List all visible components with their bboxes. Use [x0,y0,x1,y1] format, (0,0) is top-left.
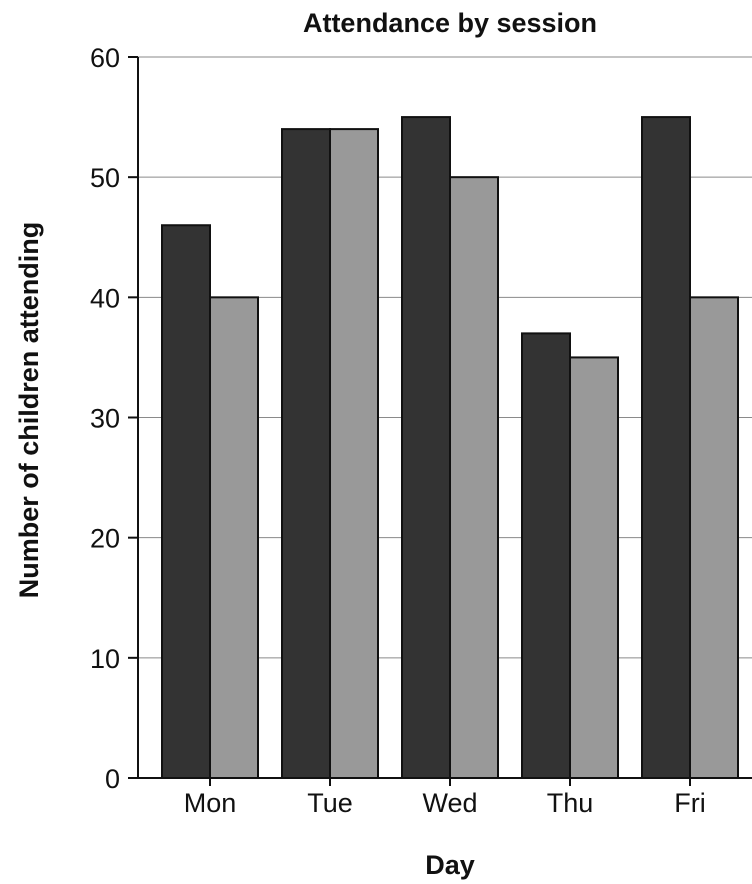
bar-mon-series-1 [161,224,211,779]
x-tick-label-mon: Mon [184,788,237,818]
bar-thu-series-2 [569,356,619,779]
y-axis-label: Number of children attending [14,222,44,599]
y-tick-label: 30 [90,404,120,434]
y-tick-label: 50 [90,163,120,193]
bar-wed-series-1 [401,116,451,780]
y-tick-label: 0 [105,764,120,794]
y-tick-label: 10 [90,644,120,674]
x-tick-label-tue: Tue [307,788,353,818]
bar-thu-series-1 [521,332,571,779]
x-tick-label-thu: Thu [547,788,594,818]
bar-fri-series-2 [689,296,739,779]
x-axis-label: Day [425,850,475,880]
y-tick-label: 60 [90,43,120,73]
chart-title: Attendance by session [303,8,597,38]
bar-mon-series-2 [209,296,259,779]
bars [161,116,739,780]
x-tick-label-fri: Fri [674,788,705,818]
y-tick-label: 40 [90,283,120,313]
y-tick-label: 20 [90,524,120,554]
bar-tue-series-2 [329,128,379,780]
x-ticks: Mon Tue Wed Thu Fri [184,778,706,818]
bar-wed-series-2 [449,176,499,779]
bar-fri-series-1 [641,116,691,780]
x-tick-label-wed: Wed [422,788,477,818]
bar-tue-series-1 [281,128,331,780]
y-ticks: 0 10 20 30 40 50 60 [90,43,138,794]
